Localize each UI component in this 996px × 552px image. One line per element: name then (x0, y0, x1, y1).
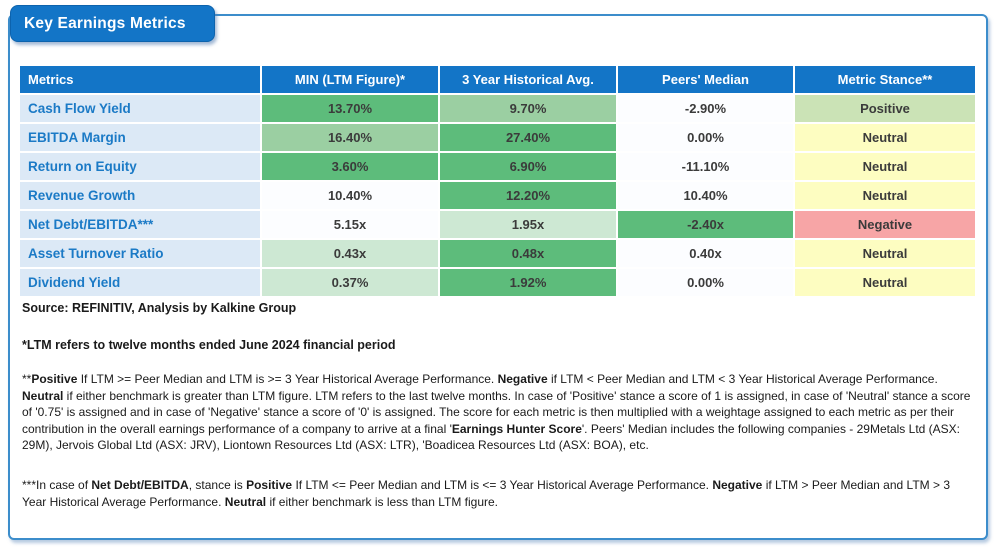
metric-label: EBITDA Margin (20, 124, 260, 151)
stance-badge: Neutral (795, 153, 975, 180)
hist-avg-cell: 0.48x (440, 240, 616, 267)
stance-badge: Neutral (795, 269, 975, 296)
min-value-cell: 13.70% (262, 95, 438, 122)
peers-median-cell: 0.00% (618, 269, 793, 296)
peers-median-cell: 0.40x (618, 240, 793, 267)
ltm-footnote: *LTM refers to twelve months ended June … (22, 338, 396, 352)
metric-label: Net Debt/EBITDA*** (20, 211, 260, 238)
min-value-cell: 0.37% (262, 269, 438, 296)
min-value-cell: 16.40% (262, 124, 438, 151)
column-header-3yr-hist-avg: 3 Year Historical Avg. (440, 66, 616, 93)
hist-avg-cell: 12.20% (440, 182, 616, 209)
metric-label: Return on Equity (20, 153, 260, 180)
column-header-metrics: Metrics (20, 66, 260, 93)
min-value-cell: 10.40% (262, 182, 438, 209)
hist-avg-cell: 9.70% (440, 95, 616, 122)
hist-avg-cell: 27.40% (440, 124, 616, 151)
min-value-cell: 3.60% (262, 153, 438, 180)
metrics-table: Metrics MIN (LTM Figure)* 3 Year Histori… (20, 66, 975, 296)
hist-avg-cell: 1.95x (440, 211, 616, 238)
stance-badge: Neutral (795, 182, 975, 209)
peers-median-cell: 0.00% (618, 124, 793, 151)
peers-median-cell: 10.40% (618, 182, 793, 209)
stance-definition-footnote: **Positive If LTM >= Peer Median and LTM… (22, 372, 971, 452)
page-title-badge: Key Earnings Metrics (10, 5, 215, 42)
stance-badge: Neutral (795, 124, 975, 151)
hist-avg-cell: 6.90% (440, 153, 616, 180)
peers-median-cell: -2.90% (618, 95, 793, 122)
stance-badge: Neutral (795, 240, 975, 267)
min-value-cell: 0.43x (262, 240, 438, 267)
column-header-min-ltm: MIN (LTM Figure)* (262, 66, 438, 93)
min-value-cell: 5.15x (262, 211, 438, 238)
column-header-metric-stance: Metric Stance** (795, 66, 975, 93)
hist-avg-cell: 1.92% (440, 269, 616, 296)
peers-median-cell: -11.10% (618, 153, 793, 180)
source-note: Source: REFINITIV, Analysis by Kalkine G… (22, 301, 297, 315)
page-title: Key Earnings Metrics (24, 14, 186, 32)
column-header-peers-median: Peers' Median (618, 66, 793, 93)
stance-badge: Negative (795, 211, 975, 238)
metric-label: Dividend Yield (20, 269, 260, 296)
stance-badge: Positive (795, 95, 975, 122)
peers-median-cell: -2.40x (618, 211, 793, 238)
netdebt-stance-footnote: ***In case of Net Debt/EBITDA, stance is… (22, 478, 950, 509)
metric-label: Revenue Growth (20, 182, 260, 209)
metric-label: Asset Turnover Ratio (20, 240, 260, 267)
metric-label: Cash Flow Yield (20, 95, 260, 122)
